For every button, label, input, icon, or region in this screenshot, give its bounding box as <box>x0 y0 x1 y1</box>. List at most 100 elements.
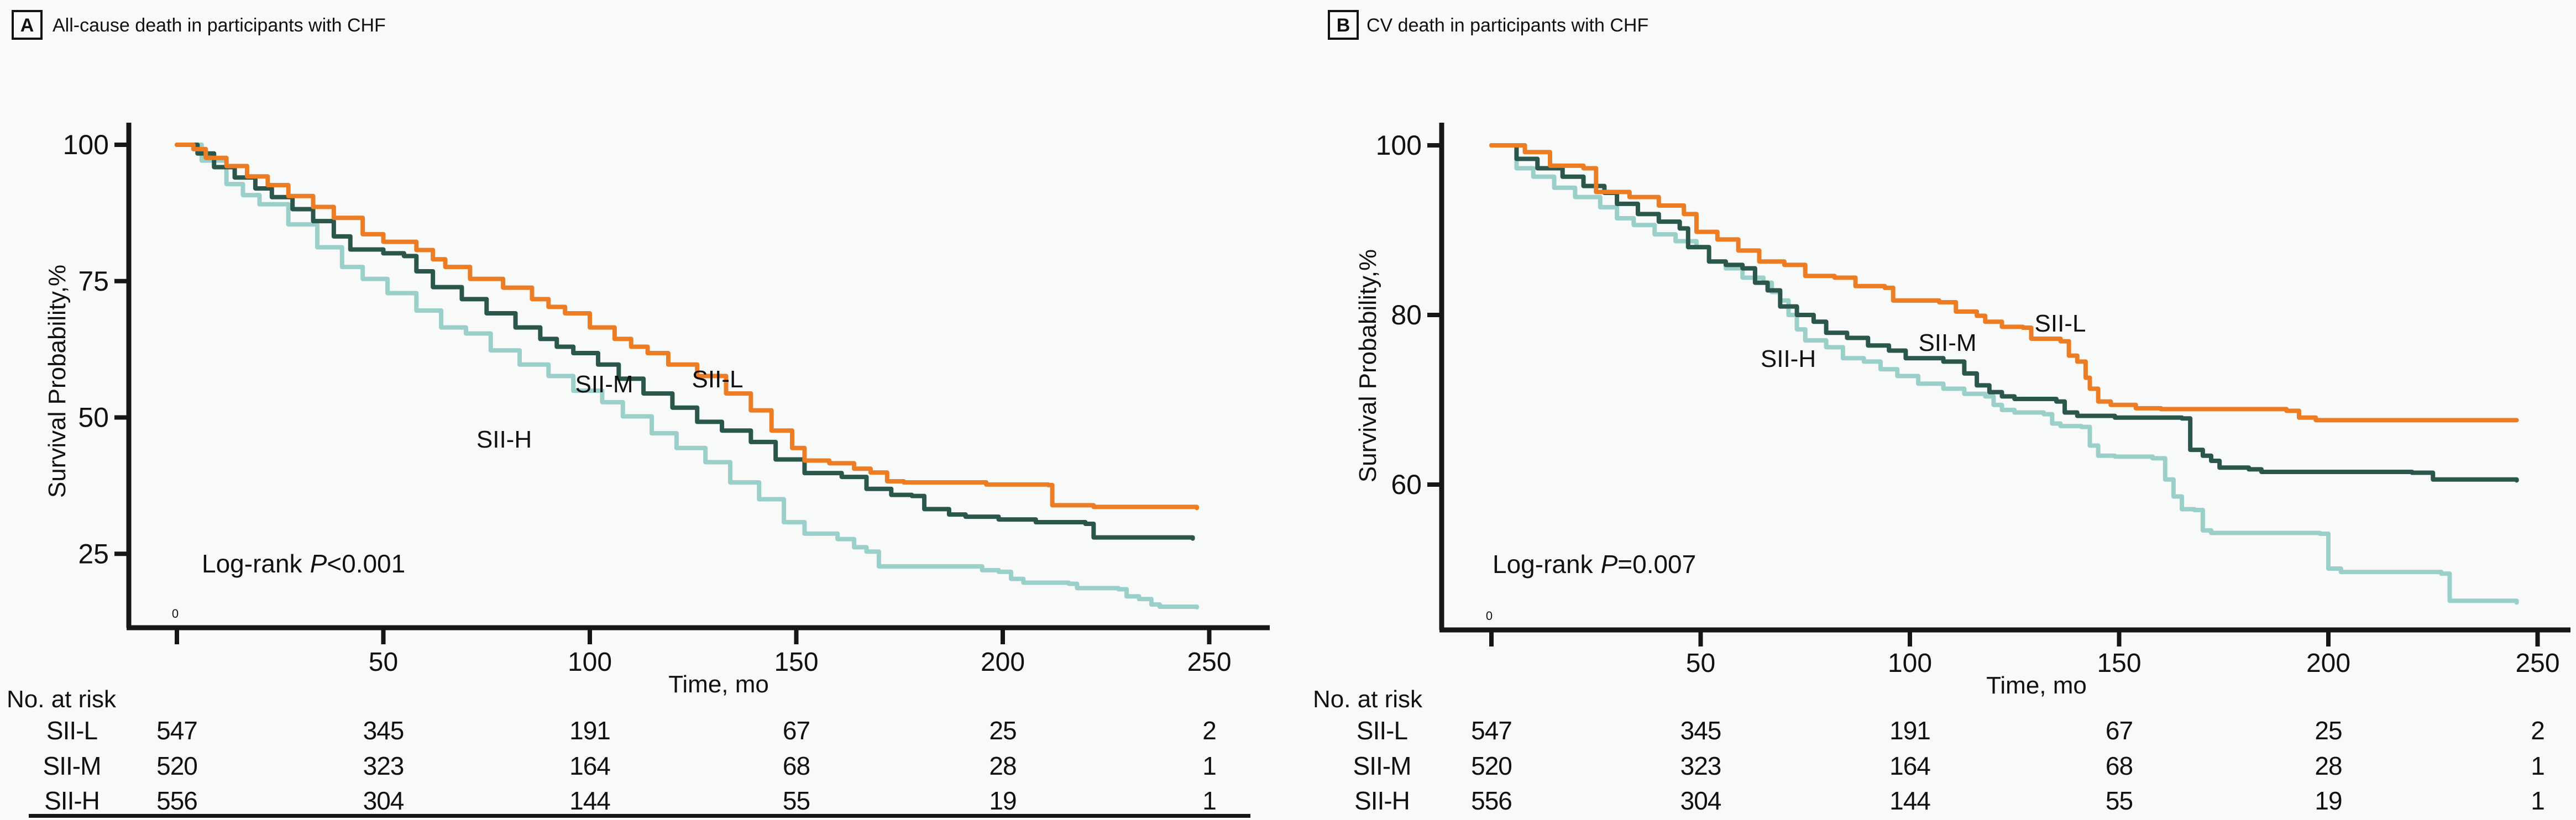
y-axis-label: Survival Probability,% <box>44 265 71 498</box>
risk-count: 19 <box>2315 786 2342 815</box>
logrank-prefix: Log-rank <box>202 549 303 578</box>
risk-count: 345 <box>1680 716 1721 745</box>
survival-curves: SII-L SII-M SII-H <box>1489 143 2519 605</box>
panel-tag: B <box>1337 15 1350 36</box>
x-zero-label: 0 <box>172 607 179 621</box>
x-tick-label: 250 <box>2515 649 2559 678</box>
curve-label-sii-l: SII-L <box>2035 310 2086 337</box>
risk-count: 345 <box>363 716 404 745</box>
curve-label-sii-h: SII-H <box>1761 345 1816 372</box>
survival-curve-sii-h <box>175 143 1200 609</box>
curve-label-sii-l: SII-L <box>692 366 744 393</box>
logrank-annotation: Log-rank P=0.007 <box>1493 550 1696 579</box>
bottom-rule <box>29 814 1250 818</box>
risk-count: 304 <box>363 786 404 815</box>
logrank-p-symbol: P <box>310 549 327 578</box>
risk-count: 191 <box>569 716 610 745</box>
panel-a-title: A All-cause death in participants with C… <box>12 10 386 40</box>
y-tick-label: 50 <box>78 402 109 433</box>
risk-row-label-sii-m: SII-M <box>43 751 101 780</box>
risk-count: 1 <box>2531 786 2544 815</box>
risk-table-header: No. at risk <box>7 686 117 713</box>
y-tick-label: 25 <box>78 538 109 569</box>
panel-b: B CV death in participants with CHF Surv… <box>1313 10 2570 815</box>
x-tick-label: 50 <box>369 648 398 677</box>
x-tick-label: 150 <box>774 648 818 677</box>
risk-count: 323 <box>363 751 404 780</box>
risk-count: 164 <box>569 751 610 780</box>
risk-count: 144 <box>1889 786 1930 815</box>
x-zero-label: 0 <box>1486 609 1493 623</box>
risk-count: 68 <box>2106 751 2133 780</box>
survival-curves: SII-L SII-M SII-H <box>175 143 1200 609</box>
risk-count: 323 <box>1680 751 1721 780</box>
x-tick-label: 150 <box>2097 649 2141 678</box>
risk-count: 28 <box>989 751 1016 780</box>
survival-curve-sii-l <box>175 143 1200 511</box>
risk-count: 25 <box>2315 716 2342 745</box>
y-tick-label: 100 <box>63 129 109 160</box>
panel-a: A All-cause death in participants with C… <box>7 10 1270 818</box>
page-title: CV death in participants with CHF <box>1366 15 1648 36</box>
x-axis-title: Time, mo <box>668 671 769 698</box>
risk-count: 304 <box>1680 786 1721 815</box>
risk-count: 28 <box>2315 751 2342 780</box>
y-axis-label: Survival Probability,% <box>1354 249 1381 482</box>
y-tick-label: 80 <box>1391 299 1422 330</box>
risk-count: 68 <box>783 751 810 780</box>
y-tick-label: 60 <box>1391 469 1422 500</box>
logrank-p-symbol: P <box>1601 550 1618 579</box>
axes: 25 50 75 100 50 100 150 200 250 <box>63 123 1270 677</box>
x-axis-title: Time, mo <box>1986 672 2087 699</box>
risk-count: 55 <box>783 786 810 815</box>
curve-label-sii-h: SII-H <box>477 426 532 453</box>
risk-count: 164 <box>1889 751 1930 780</box>
survival-curve-sii-h <box>1489 143 2519 605</box>
panel-tag-box <box>12 10 43 40</box>
risk-count: 556 <box>1471 786 1512 815</box>
risk-row-label-sii-h: SII-H <box>44 786 100 815</box>
survival-curve-sii-m <box>175 143 1195 541</box>
risk-count: 520 <box>156 751 197 780</box>
y-tick-label: 75 <box>78 266 109 297</box>
x-tick-label: 50 <box>1686 649 1715 678</box>
risk-table-header: No. at risk <box>1313 686 1423 713</box>
panel-b-title: B CV death in participants with CHF <box>1328 10 1648 40</box>
x-tick-label: 100 <box>568 648 612 677</box>
risk-count: 1 <box>2531 751 2544 780</box>
risk-count: 19 <box>989 786 1016 815</box>
x-tick-label: 250 <box>1187 648 1231 677</box>
risk-count: 520 <box>1471 751 1512 780</box>
risk-count: 556 <box>156 786 197 815</box>
x-tick-label: 200 <box>981 648 1025 677</box>
risk-count: 144 <box>569 786 610 815</box>
survival-curve-sii-m <box>1489 143 2519 483</box>
logrank-value: =0.007 <box>1617 550 1696 579</box>
risk-count: 67 <box>2106 716 2133 745</box>
risk-count: 547 <box>156 716 197 745</box>
x-tick-label: 200 <box>2306 649 2350 678</box>
page-title: All-cause death in participants with CHF <box>53 15 386 36</box>
logrank-prefix: Log-rank <box>1493 550 1594 579</box>
logrank-value: <0.001 <box>327 549 405 578</box>
survival-curve-sii-l <box>1489 143 2519 423</box>
curve-label-sii-m: SII-M <box>1918 329 1976 356</box>
risk-count: 191 <box>1889 716 1930 745</box>
risk-count: 1 <box>1202 751 1216 780</box>
risk-count: 1 <box>1202 786 1216 815</box>
risk-count: 55 <box>2106 786 2133 815</box>
risk-row-label-sii-h: SII-H <box>1354 786 1410 815</box>
x-tick-label: 100 <box>1888 649 1932 678</box>
panel-tag-box <box>1328 10 1359 40</box>
risk-row-label-sii-m: SII-M <box>1353 751 1411 780</box>
risk-count: 2 <box>2531 716 2544 745</box>
risk-row-label-sii-l: SII-L <box>1357 716 1408 745</box>
risk-count: 25 <box>989 716 1016 745</box>
risk-count: 2 <box>1202 716 1216 745</box>
panel-tag: A <box>20 15 34 36</box>
risk-count: 67 <box>783 716 810 745</box>
